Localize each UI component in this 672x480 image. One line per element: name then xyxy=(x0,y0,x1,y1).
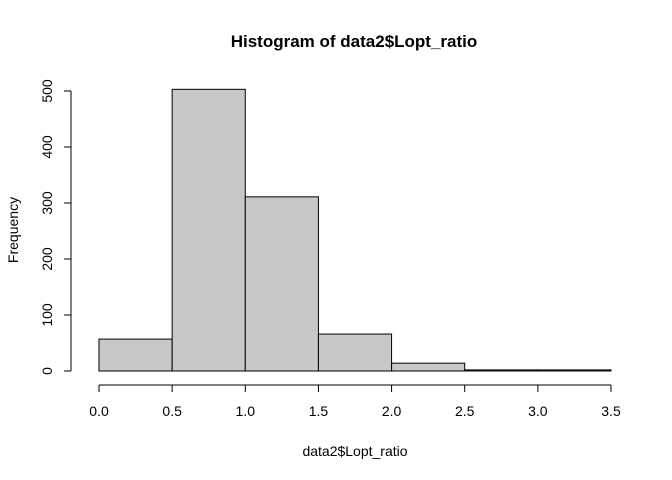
bars-group xyxy=(98,88,612,372)
x-tick-label: 3.5 xyxy=(601,403,621,419)
x-tick-label: 2.5 xyxy=(455,403,475,419)
y-tick-label: 0 xyxy=(39,367,55,375)
histogram-bar-6 xyxy=(537,369,612,372)
y-tick-label: 300 xyxy=(39,191,55,215)
y-tick-label: 500 xyxy=(39,79,55,103)
x-tick-label: 3.0 xyxy=(528,403,548,419)
x-tick-label: 0.5 xyxy=(162,403,182,419)
histogram-bar-5 xyxy=(464,369,539,372)
y-axis: 0 100 200 300 400 500 xyxy=(39,79,72,375)
histogram-bar-1 xyxy=(171,88,246,372)
y-tick-label: 400 xyxy=(39,135,55,159)
x-tick-label: 1.5 xyxy=(309,403,329,419)
x-axis-label: data2$Lopt_ratio xyxy=(302,443,407,459)
chart-title: Histogram of data2$Lopt_ratio xyxy=(231,32,478,51)
histogram-bar-0 xyxy=(98,338,173,372)
y-tick-label: 100 xyxy=(39,303,55,327)
x-tick-label: 0.0 xyxy=(89,403,109,419)
histogram-bar-4 xyxy=(391,362,466,372)
histogram-bar-2 xyxy=(244,196,319,372)
y-tick-label: 200 xyxy=(39,247,55,271)
x-axis: 0.0 0.5 1.0 1.5 2.0 2.5 3.0 3.5 xyxy=(89,384,621,419)
histogram-bar-3 xyxy=(317,333,393,372)
x-tick-label: 1.0 xyxy=(236,403,256,419)
x-tick-label: 2.0 xyxy=(382,403,402,419)
y-axis-label: Frequency xyxy=(5,197,21,263)
